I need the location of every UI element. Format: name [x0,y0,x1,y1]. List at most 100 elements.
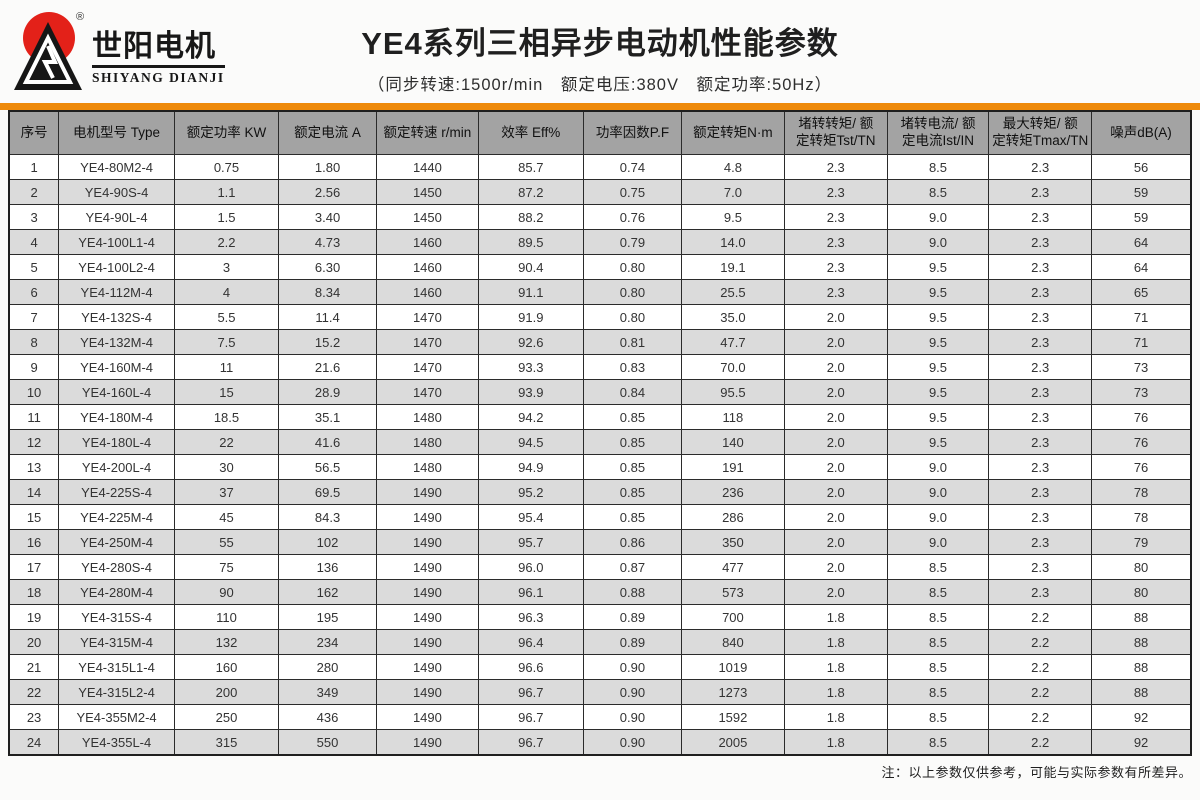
table-cell: 94.9 [477,454,584,480]
table-cell: 2.3 [988,479,1093,505]
row-index-cell: 5 [8,254,60,280]
table-cell: 9.5 [886,429,990,455]
table-cell: 9.0 [886,204,990,230]
table-cell: 2.2 [988,629,1093,655]
table-cell: YE4-315S-4 [58,604,175,630]
table-cell: 2.2 [988,604,1093,630]
table-cell: 9.5 [681,204,785,230]
page-title: YE4系列三相异步电动机性能参数 [361,26,839,61]
table-cell: 0.76 [582,204,683,230]
table-row: 17 YE4-280S-4 75 136 1490 96.0 0.87 477 2.0 8.5 2.… [8,554,1192,580]
table-cell: 1480 [376,429,479,455]
table-cell: 4 [173,279,279,305]
table-cell: 286 [681,504,785,530]
table-cell: 6.30 [277,254,378,280]
table-cell: 236 [681,479,785,505]
table-cell: 1.8 [783,679,888,705]
row-index-cell: 4 [8,229,60,255]
table-cell: 200 [173,679,279,705]
table-cell: 9.0 [886,479,990,505]
table-cell: 2.2 [988,729,1093,756]
table-cell: 1.80 [277,154,378,180]
table-cell: 700 [681,604,785,630]
table-cell: 2.3 [988,404,1093,430]
table-cell: 1440 [376,154,479,180]
table-cell: 8.5 [886,604,990,630]
table-cell: 56.5 [277,454,378,480]
table-row: 4 YE4-100L1-4 2.2 4.73 1460 89.5 0.79 14.0 2.3 9.… [8,229,1192,255]
table-cell: 96.0 [477,554,584,580]
header-cell: 效率 Eff% [477,110,584,155]
table-cell: 64 [1091,254,1192,280]
table-cell: 1460 [376,254,479,280]
table-cell: 2.0 [783,354,888,380]
row-index-cell: 3 [8,204,60,230]
table-row: 6 YE4-112M-4 4 8.34 1460 91.1 0.80 25.5 2.3 9.5 2.… [8,279,1192,305]
table-cell: 0.85 [582,429,683,455]
table-cell: 1592 [681,704,785,730]
registered-mark: ® [76,11,84,23]
table-cell: 195 [277,604,378,630]
table-cell: 2.3 [988,254,1093,280]
table-cell: 56 [1091,154,1192,180]
table-cell: 8.34 [277,279,378,305]
table-cell: 110 [173,604,279,630]
table-cell: YE4-225S-4 [58,479,175,505]
table-cell: 8.5 [886,154,990,180]
table-cell: 55 [173,529,279,555]
table-cell: 19.1 [681,254,785,280]
table-cell: 2.3 [783,279,888,305]
table-cell: 59 [1091,179,1192,205]
table-cell: 1490 [376,479,479,505]
table-cell: 1490 [376,504,479,530]
table-cell: 71 [1091,329,1192,355]
table-wrap: 序号 电机型号 Type 额定功率 KW 额定电流 A 额定转速 r/min 效率 Eff… [0,110,1200,756]
row-index-cell: 14 [8,479,60,505]
table-cell: YE4-160L-4 [58,379,175,405]
table-cell: 1.8 [783,729,888,756]
table-cell: 95.4 [477,504,584,530]
table-cell: 69.5 [277,479,378,505]
table-row: 23 YE4-355M2-4 250 436 1490 96.7 0.90 1592 1.8 8.… [8,704,1192,730]
table-cell: 2.3 [988,579,1093,605]
table-cell: 90 [173,579,279,605]
table-cell: 118 [681,404,785,430]
table-cell: YE4-112M-4 [58,279,175,305]
footnote: 注：以上参数仅供参考，可能与实际参数有所差异。 [881,765,1192,780]
table-cell: 9.5 [886,279,990,305]
table-cell: 0.90 [582,704,683,730]
table-cell: 840 [681,629,785,655]
table-cell: 349 [277,679,378,705]
table-cell: 45 [173,504,279,530]
table-cell: 25.5 [681,279,785,305]
table-cell: 4.8 [681,154,785,180]
table-cell: 5.5 [173,304,279,330]
row-index-cell: 13 [8,454,60,480]
table-cell: 1490 [376,604,479,630]
table-row: 19 YE4-315S-4 110 195 1490 96.3 0.89 700 1.8 8.5 2… [8,604,1192,630]
table-cell: YE4-132M-4 [58,329,175,355]
table-cell: 18.5 [173,404,279,430]
table-cell: YE4-280S-4 [58,554,175,580]
table-cell: 89.5 [477,229,584,255]
table-cell: 1490 [376,554,479,580]
table-cell: 2.0 [783,529,888,555]
row-index-cell: 7 [8,304,60,330]
table-cell: 9.0 [886,454,990,480]
masthead: ® 世阳电机 SHIYANG DIANJI YE4系列三相异步电动机性能参数 （… [0,0,1200,103]
table-cell: 0.85 [582,504,683,530]
table-cell: 0.80 [582,279,683,305]
table-cell: 11.4 [277,304,378,330]
table-cell: 2.2 [988,679,1093,705]
table-cell: 2.0 [783,479,888,505]
table-cell: 92 [1091,729,1192,756]
row-index-cell: 22 [8,679,60,705]
table-cell: 2.0 [783,554,888,580]
table-cell: 80 [1091,554,1192,580]
table-cell: YE4-315L2-4 [58,679,175,705]
header-cell: 最大转矩/ 额 定转矩Tmax/TN [988,110,1093,155]
table-cell: 64 [1091,229,1192,255]
table-cell: 73 [1091,354,1192,380]
table-cell: YE4-315L1-4 [58,654,175,680]
table-cell: 0.85 [582,454,683,480]
